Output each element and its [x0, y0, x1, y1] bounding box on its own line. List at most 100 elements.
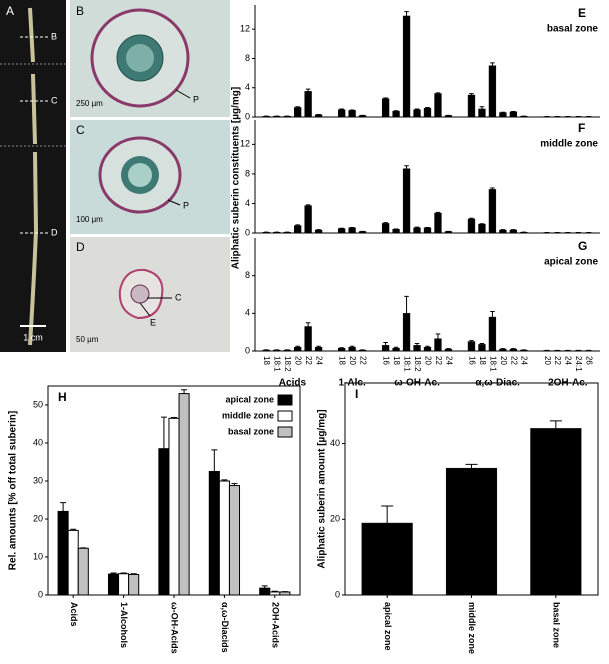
x-tick-label: 18:1 — [488, 356, 497, 372]
error-bar — [404, 12, 409, 16]
panel-a: A B C D 1 cm — [0, 0, 66, 352]
stele — [131, 285, 149, 303]
y-tick-label: 8 — [245, 270, 250, 280]
bar — [338, 229, 345, 233]
y-tick-label: 4 — [245, 82, 250, 92]
x-tick-label: 22 — [553, 356, 562, 365]
bar — [468, 342, 475, 351]
error-bar — [306, 89, 311, 91]
bar — [270, 592, 280, 595]
y-tick-label: 12 — [240, 139, 250, 149]
y-tick-label: 8 — [245, 53, 250, 63]
y-tick-label: 40 — [33, 437, 43, 447]
panel-label: B — [76, 4, 84, 18]
panel-label: G — [578, 239, 587, 253]
x-tick-label: 18:1 — [273, 356, 282, 372]
annotation: C — [175, 292, 182, 302]
panel-c: C 100 µm P — [70, 120, 230, 234]
error-bar — [550, 421, 562, 429]
marker: B — [51, 31, 57, 41]
y-tick-label: 20 — [33, 513, 43, 523]
x-tick-label: 18 — [338, 356, 347, 365]
marker: D — [51, 227, 58, 237]
bar — [305, 91, 312, 117]
bar — [78, 548, 88, 595]
bar — [510, 349, 517, 351]
bar — [510, 112, 517, 117]
bar — [499, 349, 506, 351]
legend-label: apical zone — [225, 394, 274, 404]
bar — [305, 206, 312, 233]
bar — [349, 228, 356, 233]
bar — [129, 574, 139, 595]
group-label: Acids — [279, 378, 307, 389]
error-bar — [436, 334, 441, 339]
panel-label: H — [58, 390, 67, 404]
scale-label: 50 µm — [76, 335, 99, 344]
error-bar — [383, 343, 388, 346]
bar — [338, 110, 345, 117]
x-tick-label: Acids — [69, 602, 79, 627]
x-tick-label: 22 — [434, 356, 443, 365]
y-tick-label: 30 — [33, 475, 43, 485]
bar — [435, 213, 442, 233]
bar — [294, 226, 301, 233]
bar — [414, 228, 421, 233]
y-tick-label: 4 — [245, 308, 250, 318]
bar — [382, 99, 389, 117]
error-bar — [181, 390, 187, 394]
x-tick-label: 24:1 — [574, 356, 583, 372]
x-tick-label: 22 — [304, 356, 313, 365]
x-tick-label: 18 — [478, 356, 487, 365]
bar — [315, 347, 322, 351]
x-tick-label: 24 — [314, 356, 323, 365]
bar — [159, 449, 169, 595]
x-tick-label: 24 — [520, 356, 529, 365]
bar — [446, 468, 497, 595]
bar — [362, 523, 413, 595]
error-bar — [381, 506, 393, 523]
x-tick-label: 20 — [423, 356, 432, 365]
error-bar — [161, 417, 167, 449]
error-bar — [490, 311, 495, 317]
subtitle: middle zone — [540, 139, 598, 150]
y-tick-label: 0 — [245, 345, 250, 355]
legend-label: middle zone — [222, 410, 274, 420]
x-tick-label: 22 — [358, 356, 367, 365]
x-tick-label: 2OH-Acids — [270, 602, 280, 648]
bar — [58, 511, 68, 595]
x-tick-label: basal zone — [551, 602, 561, 648]
panel-label: C — [76, 123, 85, 137]
y-axis-title: Aliphatic suberin constituents [µg/mg] — [231, 87, 242, 269]
xylem — [126, 44, 154, 72]
panel-label: E — [578, 6, 586, 20]
x-tick-label: 24 — [564, 356, 573, 365]
bar — [294, 347, 301, 351]
y-tick-label: 4 — [245, 198, 250, 208]
panel-b: B 250 µm P — [70, 0, 230, 117]
y-tick-label: 0 — [38, 589, 43, 599]
annotation: E — [150, 317, 156, 327]
bar — [68, 530, 78, 595]
bar — [403, 16, 410, 117]
bar — [260, 588, 270, 595]
bar — [424, 108, 431, 117]
bar — [338, 348, 345, 351]
error-bar — [404, 166, 409, 169]
bar — [209, 472, 219, 596]
error-bar — [211, 450, 217, 472]
x-tick-label: α,ω-Diacids — [220, 602, 230, 653]
x-tick-label: 20 — [543, 356, 552, 365]
error-bar — [404, 296, 409, 313]
bar — [499, 230, 506, 233]
scale-label: 100 µm — [76, 215, 103, 224]
error-bar — [490, 63, 495, 66]
scale-label: 250 µm — [76, 99, 103, 108]
y-axis-title: Aliphatic suberin amount [µg/mg] — [317, 409, 328, 568]
x-tick-label: 18 — [262, 356, 271, 365]
y-tick-label: 12 — [240, 24, 250, 34]
bar — [468, 219, 475, 233]
x-tick-label: 18:1 — [402, 356, 411, 372]
bar — [499, 113, 506, 117]
